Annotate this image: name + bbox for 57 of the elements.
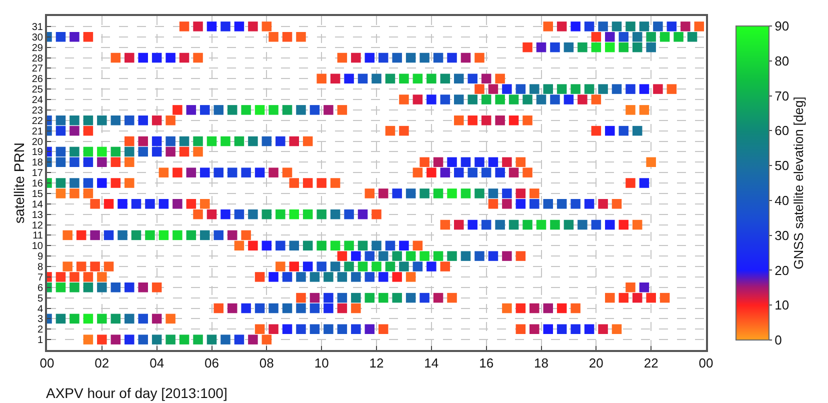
y-tick-label: 30 [32, 32, 44, 44]
color-bar-label: 80 [774, 53, 790, 68]
y-tick-label: 3 [37, 314, 44, 326]
y-tick-label: 28 [32, 53, 44, 64]
x-tick-label: 12 [369, 356, 384, 371]
y-axis-title: satellite PRN [10, 142, 27, 224]
x-tick-label: 20 [588, 356, 604, 371]
color-bar-label: 30 [774, 228, 790, 243]
y-tick-label: 14 [32, 199, 44, 210]
y-tick-label: 27 [32, 64, 44, 75]
x-axis-title: AXPV hour of day [2013:100] [46, 385, 228, 401]
x-tick-label: 08 [259, 356, 274, 371]
y-tick-label: 17 [32, 168, 44, 180]
y-tick-label: 16 [32, 178, 44, 190]
y-tick-label: 13 [32, 210, 44, 221]
y-tick-label: 26 [32, 74, 44, 86]
color-bar-label: 90 [774, 18, 790, 34]
color-bar-label: 60 [774, 123, 790, 138]
x-tick-label: 06 [204, 356, 219, 371]
color-bar-label: 70 [774, 88, 790, 104]
y-tick-label: 23 [32, 105, 44, 116]
y-tick-label: 6 [37, 282, 44, 294]
x-tick-label: 00 [698, 356, 714, 371]
x-tick-label: 00 [40, 356, 54, 371]
y-tick-label: 2 [37, 324, 44, 336]
y-tick-label: 8 [37, 262, 44, 273]
x-tick-label: 02 [94, 356, 110, 371]
color-bar-label: 10 [774, 298, 790, 313]
x-tick-label: 22 [644, 356, 658, 371]
color-bar-label: 20 [774, 262, 790, 278]
color-bar-label: 50 [774, 158, 790, 174]
y-tick-label: 1 [37, 335, 44, 346]
y-tick-label: 4 [37, 304, 44, 315]
y-tick-label: 22 [32, 116, 44, 127]
y-tick-label: 5 [37, 293, 44, 304]
x-tick-label: 18 [534, 356, 548, 371]
y-tick-label: 10 [32, 241, 44, 252]
y-tick-label: 9 [37, 252, 44, 263]
y-tick-label: 15 [32, 188, 44, 200]
color-bar-label: 40 [774, 192, 790, 208]
y-tick-label: 24 [32, 95, 44, 106]
color-bar-label: 0 [774, 332, 782, 348]
y-tick-label: 12 [32, 220, 44, 232]
y-tick-label: 20 [32, 136, 44, 148]
y-tick-label: 29 [32, 42, 44, 54]
x-tick-label: 10 [314, 356, 329, 371]
y-tick-label: 19 [32, 147, 44, 158]
y-tick-label: 31 [32, 22, 44, 33]
y-tick-label: 21 [32, 126, 44, 138]
y-tick-label: 11 [32, 230, 44, 242]
x-tick-label: 16 [479, 356, 494, 371]
y-tick-label: 25 [32, 84, 44, 96]
y-tick-label: 18 [32, 158, 44, 169]
y-tick-label: 7 [37, 272, 44, 284]
x-tick-label: 04 [150, 356, 164, 371]
color-bar-title: GNSS satellite elevation [deg] [791, 96, 806, 270]
x-tick-label: 14 [424, 356, 439, 371]
